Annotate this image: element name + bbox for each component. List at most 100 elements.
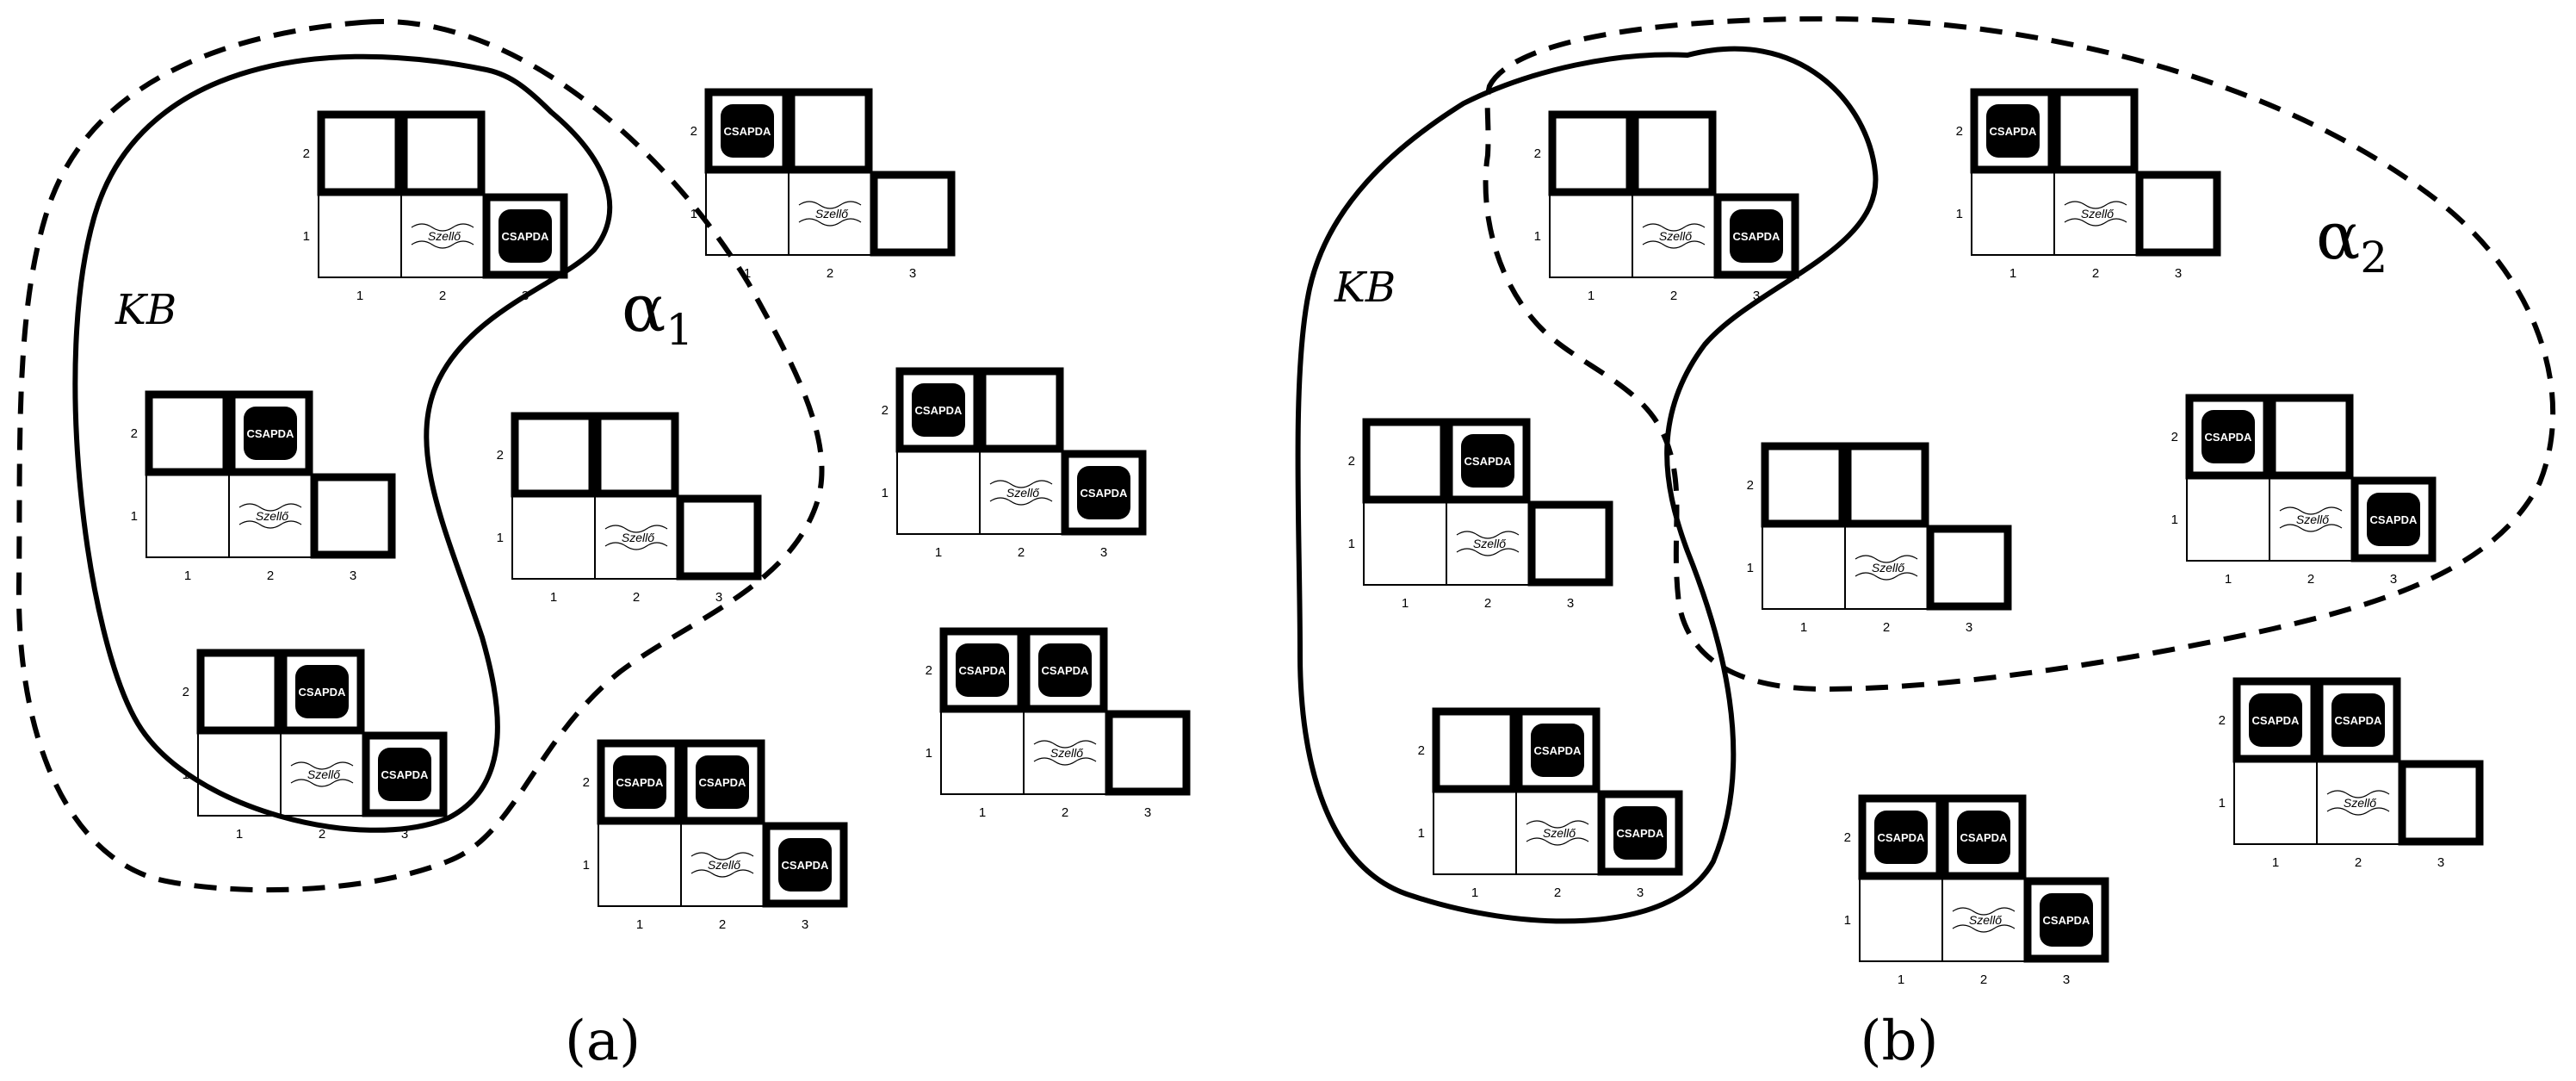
x-tick-label: 2 [1670,289,1677,303]
world-model-pits-at-2-2-and-3-1: Szellő CSAPDA CSAPDA 1 2 3 2 1 [183,649,448,842]
alpha-subscript: 1 [666,305,693,355]
alpha-2-region-outline [1483,16,2556,693]
grid-cell-3-1 [2350,476,2437,562]
grid-cell-1-2 [1761,442,1847,528]
breeze-marker: Szellő [1855,555,1918,581]
wind-line-icon [290,761,354,770]
grid-cell-1-1 [940,711,1025,795]
pit-marker: CSAPDA [1874,811,1928,864]
alpha-1-region-outline [15,18,825,893]
y-tick-label: 2 [1418,743,1425,758]
breeze-label: Szellő [1659,229,1692,243]
world-model-pits-at-1-2-2-2-and-3-1: Szellő CSAPDA CSAPDA CSAPDA 1 2 3 2 1 [1844,794,2109,987]
pit-marker: CSAPDA [378,748,431,801]
pit-icon [2331,693,2385,747]
pit-icon [721,104,774,158]
kb-region-outline-a [72,53,613,833]
grid-cell-3-1 [362,731,448,817]
breeze-marker: Szellő [2326,790,2390,816]
wind-line-icon [2064,201,2127,209]
pit-marker: CSAPDA [498,209,552,263]
pit-icon [1531,724,1584,777]
grid-cell-2-2 [2268,394,2354,480]
wind-line-icon [2279,524,2343,532]
y-tick-label: 2 [2171,430,2178,444]
y-tick-label: 2 [1534,146,1541,161]
grid-cell-1-1 [896,450,981,535]
pit-label: CSAPDA [2205,431,2253,444]
grid-cell-3-1 [482,193,568,279]
grid-cell-2-2 [1445,418,1531,504]
grid-cell-3-1 [870,171,956,257]
pit-icon [1986,104,2040,158]
y-tick-label: 1 [882,486,889,500]
pit-marker: CSAPDA [2040,893,2093,947]
grid-cell-3-1 [2023,877,2109,963]
pit-label: CSAPDA [1464,455,1513,468]
grid-cell-1-1 [318,194,402,278]
grid-cell-1-1 [511,495,596,580]
pit-icon [778,838,832,892]
breeze-marker: Szellő [290,761,354,787]
wind-line-icon [798,201,862,209]
breeze-marker: Szellő [989,480,1053,506]
grid-cell-1-2 [1362,418,1448,504]
pit-label: CSAPDA [616,776,665,789]
x-tick-label: 1 [184,568,191,583]
pit-label: CSAPDA [959,664,1007,677]
pit-label: CSAPDA [724,125,772,138]
y-tick-label: 2 [1844,830,1851,845]
x-tick-label: 3 [1100,545,1107,560]
pit-marker: CSAPDA [244,407,297,460]
grid-cell-3-1 [310,473,396,559]
wind-line-icon [2326,790,2390,798]
x-tick-label: 2 [1018,545,1025,560]
x-tick-label: 1 [2225,572,2232,587]
grid-cell-1-2 [317,110,403,196]
pit-label: CSAPDA [1617,827,1665,840]
alpha-symbol: α [2316,197,2360,274]
x-tick-label: 1 [979,805,986,820]
world-model-pits-at-1-2-and-2-2: Szellő CSAPDA CSAPDA 1 2 3 2 1 [2219,677,2484,870]
x-tick-label: 3 [350,568,356,583]
pit-label: CSAPDA [381,768,430,781]
grid-cell-1-2 [1432,707,1518,793]
y-tick-label: 1 [583,858,590,873]
x-tick-label: 2 [633,590,640,605]
pit-label: CSAPDA [1990,125,2038,138]
pit-marker: CSAPDA [2201,410,2255,463]
wind-line-icon [1855,572,1918,581]
world-model-pits-at-1-2-and-2-2: Szellő CSAPDA CSAPDA 1 2 3 2 1 [926,627,1191,820]
breeze-label: Szellő [256,509,288,523]
x-tick-label: 1 [550,590,557,605]
caption-b: (b) [1861,1010,1939,1073]
x-tick-label: 1 [1471,885,1478,900]
pit-label: CSAPDA [1081,487,1129,500]
x-tick-label: 2 [2307,572,2314,587]
y-tick-label: 2 [583,775,590,790]
breeze-label: Szellő [2296,513,2329,526]
y-tick-label: 2 [303,146,310,161]
pit-label: CSAPDA [299,686,347,699]
y-tick-label: 2 [497,448,504,463]
breeze-label: Szellő [2344,796,2376,810]
grid-cell-2-2 [399,110,486,196]
x-tick-label: 2 [1980,972,1987,987]
breeze-marker: Szellő [411,223,474,249]
grid-cell-1-2 [939,627,1025,713]
wind-line-icon [1526,837,1589,846]
world-model-pits-at-2-2: Szellő CSAPDA 1 2 3 2 1 [1348,418,1613,611]
pit-label: CSAPDA [1733,230,1781,243]
breeze-marker: Szellő [690,852,754,878]
breeze-label: Szellő [1872,561,1904,575]
pit-label: CSAPDA [247,427,295,440]
grid-cell-3-1 [2398,760,2484,846]
wind-line-icon [1456,548,1520,556]
wind-line-icon [411,240,474,249]
grid-cell-2-2 [227,390,313,476]
grid-cell-3-1 [1105,710,1191,796]
grid-cell-3-1 [1061,450,1147,536]
wind-line-icon [1952,924,2016,933]
grid-cell-2-2 [978,367,1064,453]
